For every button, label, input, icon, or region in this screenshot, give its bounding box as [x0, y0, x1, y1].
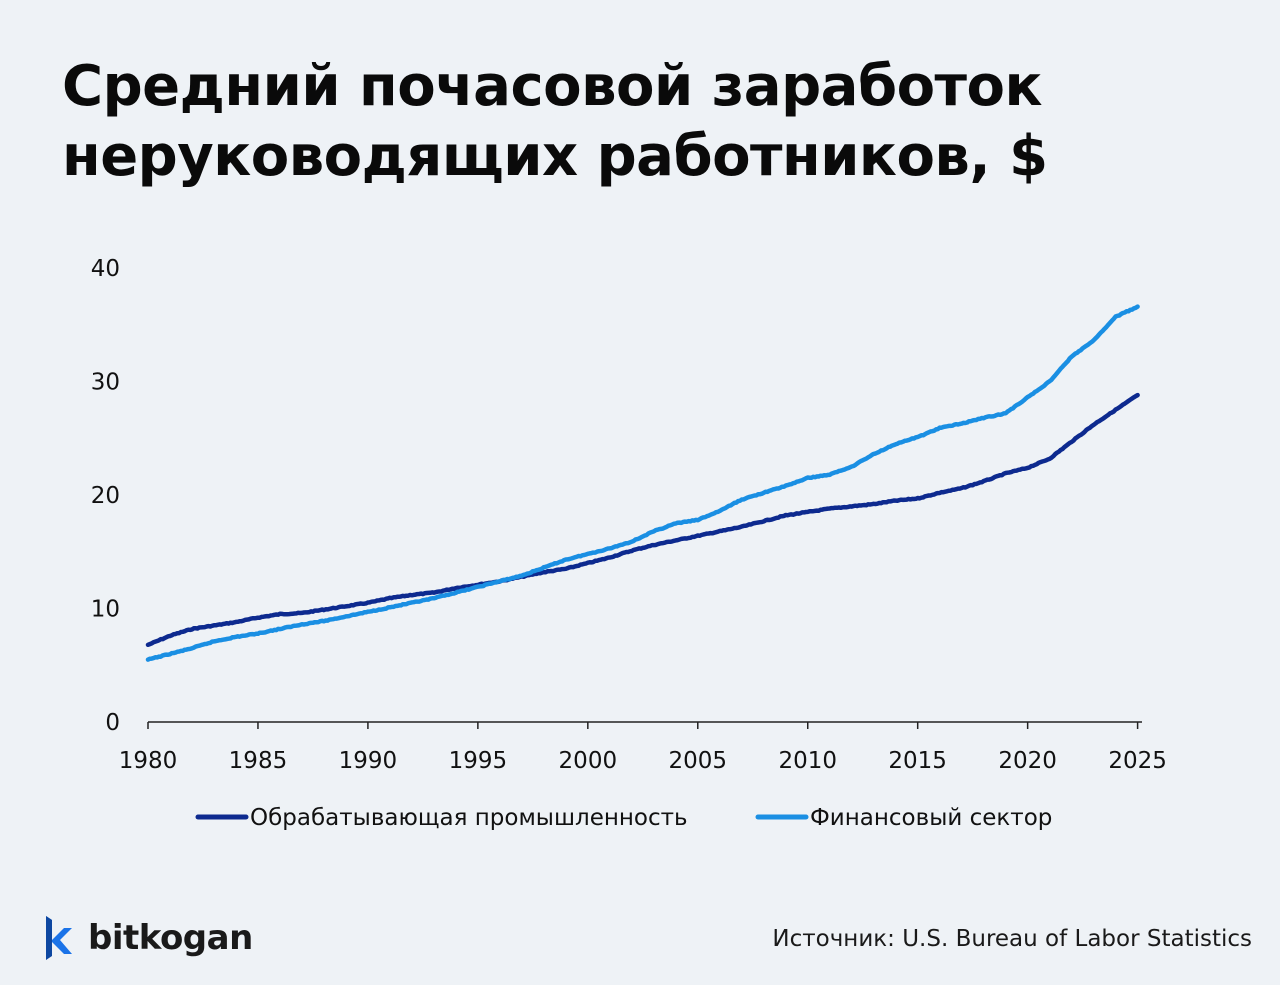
x-tick-label: 1985 — [229, 748, 288, 774]
chart-title: Средний почасовой заработок неруководящи… — [62, 52, 1212, 192]
y-tick-label: 30 — [91, 370, 120, 396]
chart-title-line2: неруководящих работников, $ — [62, 124, 1048, 189]
source-note: Источник: U.S. Bureau of Labor Statistic… — [772, 926, 1252, 952]
series-line-1 — [145, 392, 1140, 648]
chart-title-line1: Средний почасовой заработок — [62, 54, 1042, 119]
x-tick-label: 1980 — [119, 748, 178, 774]
bitkogan-k-logo-icon — [46, 916, 72, 960]
legend-label-1: Обрабатывающая промышленность — [250, 805, 688, 831]
brand-name: bitkogan — [88, 918, 253, 958]
line-chart: 1980 1985 1990 1995 2000 2005 2010 2015 2020 2025… — [91, 256, 1167, 831]
x-tick-label: 2010 — [778, 748, 837, 774]
x-tick-label: 2005 — [669, 748, 728, 774]
x-tick-label: 1995 — [449, 748, 508, 774]
x-tick-label: 2020 — [998, 748, 1057, 774]
brand-logo: bitkogan — [42, 912, 253, 964]
x-tick-label: 1990 — [339, 748, 398, 774]
y-tick-label: 40 — [91, 256, 120, 282]
y-tick-label: 0 — [105, 710, 120, 736]
series-line-2 — [145, 304, 1140, 662]
legend-label-2: Финансовый сектор — [810, 805, 1052, 831]
y-tick-label: 20 — [91, 483, 120, 509]
x-tick-label: 2015 — [888, 748, 947, 774]
x-tick-label: 2000 — [559, 748, 618, 774]
y-tick-label: 10 — [91, 597, 120, 623]
x-tick-label: 2025 — [1108, 748, 1167, 774]
